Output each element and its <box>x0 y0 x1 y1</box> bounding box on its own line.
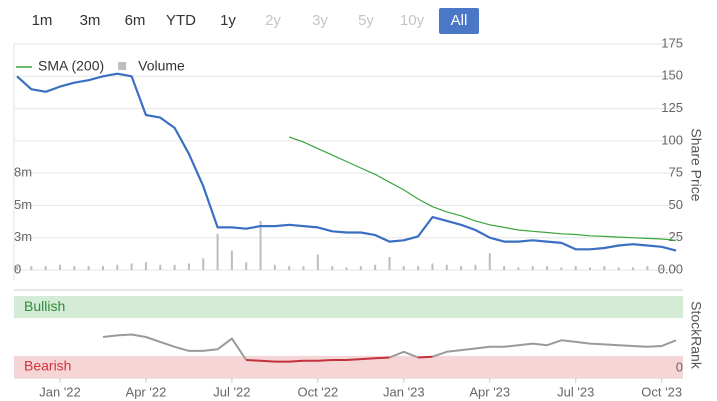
x-tick-label: Apr '23 <box>469 384 510 399</box>
y-axis-title: Share Price <box>688 128 704 201</box>
volume-bar <box>16 264 18 270</box>
legend-label: Volume <box>138 58 185 74</box>
volume-bar <box>302 266 305 270</box>
x-tick-label: Jan '22 <box>39 384 81 399</box>
volume-bar <box>632 267 635 270</box>
volume-bar <box>417 266 420 270</box>
volume-bar <box>101 266 104 270</box>
stockrank-line <box>246 356 390 363</box>
zone-band <box>14 296 683 319</box>
volume-bar <box>488 253 491 270</box>
y-tick-label: 75 <box>669 165 683 180</box>
range-button: 3y <box>312 12 328 29</box>
y2-tick-label: 3m <box>14 229 32 244</box>
volume-bar <box>589 267 592 270</box>
range-button[interactable]: 6m <box>125 12 146 29</box>
range-button: 5y <box>358 12 374 29</box>
volume-bar <box>259 220 262 270</box>
volume-bar <box>517 267 520 270</box>
volume-bar <box>445 264 448 270</box>
volume-bar <box>546 266 549 270</box>
volume-bar <box>388 257 391 270</box>
volume-bar <box>574 266 577 270</box>
y-tick-label: 175 <box>661 35 683 50</box>
volume-bar <box>216 233 219 270</box>
x-tick-label: Oct '22 <box>297 384 338 399</box>
y-tick-label: 25 <box>669 229 683 244</box>
stockrank-line <box>102 333 248 361</box>
volume-bar <box>560 267 563 270</box>
zone-label: Bullish <box>24 298 65 314</box>
volume-bar <box>73 266 76 270</box>
y-axis-title: StockRank <box>688 301 704 370</box>
y-tick-label: 150 <box>661 68 683 83</box>
y2-tick-label: 8m <box>14 165 32 180</box>
volume-bar <box>202 258 205 270</box>
volume-bar <box>87 266 90 270</box>
volume-bar <box>675 266 677 270</box>
legend-label: SMA (200) <box>38 58 104 74</box>
x-tick-label: Jul '23 <box>557 384 594 399</box>
volume-bar <box>44 266 47 270</box>
range-button: 2y <box>265 12 281 29</box>
volume-bar <box>130 263 133 270</box>
stockrank-line <box>418 355 433 359</box>
volume-bar <box>531 266 534 270</box>
range-button[interactable]: YTD <box>166 12 196 29</box>
y-tick-label: 50 <box>669 197 683 212</box>
volume-bar <box>116 264 119 270</box>
volume-bar <box>359 266 362 270</box>
legend-symbol <box>118 62 127 70</box>
volume-bar <box>617 267 620 270</box>
active-button-bg <box>439 8 479 34</box>
volume-bar <box>173 264 176 270</box>
zone-label: Bearish <box>24 358 71 374</box>
volume-bar <box>187 263 190 270</box>
volume-bar <box>331 266 334 270</box>
volume-bar <box>345 267 348 270</box>
y2-tick-label: 5m <box>14 197 32 212</box>
volume-bar <box>230 250 233 270</box>
range-button[interactable]: All <box>451 12 468 29</box>
range-button[interactable]: 1m <box>32 12 53 29</box>
range-button: 10y <box>400 12 425 29</box>
line <box>16 72 677 252</box>
y-tick-label: 125 <box>661 100 683 115</box>
volume-bar <box>646 266 649 270</box>
x-tick-label: Oct '23 <box>641 384 682 399</box>
volume-bar <box>159 264 162 270</box>
zone-band <box>14 355 683 378</box>
volume-bar <box>58 264 61 270</box>
volume-bar <box>431 263 434 270</box>
range-button[interactable]: 3m <box>80 12 101 29</box>
y-tick-label: 100 <box>661 132 683 147</box>
y-tick-label: 0.00 <box>658 261 683 276</box>
y-tick-label: 0 <box>676 359 683 374</box>
x-tick-label: Jan '23 <box>383 384 425 399</box>
volume-bar <box>402 266 405 270</box>
x-tick-label: Apr '22 <box>126 384 167 399</box>
volume-bar <box>460 266 463 270</box>
volume-bar <box>503 266 506 270</box>
volume-bar <box>603 266 606 270</box>
volume-bar <box>273 264 276 270</box>
volume-bar <box>374 264 377 270</box>
volume-bar <box>30 266 33 270</box>
range-button[interactable]: 1y <box>220 12 236 29</box>
stockrank-line <box>389 350 419 359</box>
volume-bar <box>144 262 147 270</box>
stockrank-line <box>432 339 677 358</box>
volume-bar <box>660 267 663 270</box>
volume-bar <box>245 262 248 270</box>
volume-bar <box>316 254 319 270</box>
volume-bar <box>474 264 477 270</box>
x-tick-label: Jul '22 <box>213 384 250 399</box>
line <box>288 136 677 241</box>
volume-bar <box>288 266 291 270</box>
